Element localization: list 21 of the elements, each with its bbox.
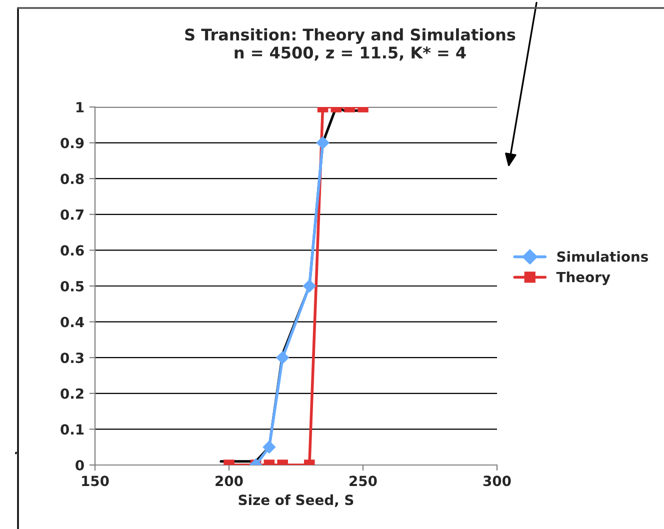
legend-label: Simulations (557, 251, 648, 262)
legend-label: Theory (556, 272, 610, 286)
point (276, 351, 290, 364)
y-tick-label: 0.7 (60, 209, 84, 220)
y-tick-label: 1 (76, 102, 84, 112)
x-axis-title: Size of Seed, S (238, 494, 354, 507)
x-tick-label: 300 (483, 476, 511, 486)
y-tick-label: 0.1 (60, 424, 84, 435)
y-tick-label: 0.9 (60, 138, 84, 148)
x-tick-label: 150 (82, 476, 109, 486)
y-tick-label: 0 (76, 460, 84, 470)
y-tick-label: 0.3 (60, 352, 84, 364)
y-tick-label: 0.5 (60, 280, 84, 292)
y-tick-label: 0.2 (60, 388, 84, 399)
x-tick-label: 250 (350, 476, 377, 486)
y-tick-label: 0.8 (60, 174, 84, 184)
x-tick-label: 200 (216, 476, 243, 486)
y-tick-label: 0.6 (60, 245, 84, 256)
chart-title: S Transition: Theory and Simulations n = 4500, z = 11.5, K* = 4 (185, 28, 516, 61)
point (302, 280, 316, 292)
y-tick-label: 0.4 (60, 316, 84, 328)
